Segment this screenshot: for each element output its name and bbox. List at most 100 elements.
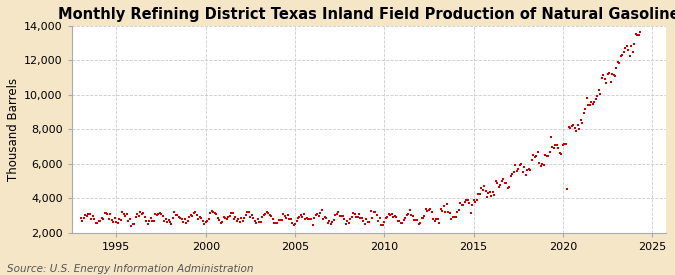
Point: [486, 193, 497, 198]
Point: [234, 220, 245, 224]
Point: [169, 210, 180, 214]
Point: [580, 106, 591, 111]
Point: [514, 163, 525, 167]
Point: [113, 221, 124, 225]
Point: [555, 151, 566, 155]
Point: [148, 219, 159, 223]
Point: [145, 215, 156, 220]
Point: [282, 213, 293, 217]
Point: [81, 214, 92, 218]
Point: [448, 214, 458, 219]
Point: [461, 198, 472, 203]
Point: [130, 215, 141, 219]
Point: [297, 214, 308, 219]
Point: [242, 210, 252, 214]
Point: [124, 217, 135, 221]
Point: [349, 212, 360, 216]
Point: [178, 220, 189, 225]
Point: [618, 50, 629, 54]
Point: [325, 222, 336, 226]
Point: [105, 212, 116, 217]
Point: [644, 21, 655, 26]
Point: [513, 167, 524, 171]
Point: [526, 158, 537, 162]
Point: [383, 212, 394, 216]
Point: [624, 54, 635, 59]
Point: [102, 211, 113, 216]
Point: [400, 216, 410, 221]
Point: [483, 191, 494, 196]
Point: [427, 210, 437, 214]
Text: Source: U.S. Energy Information Administration: Source: U.S. Energy Information Administ…: [7, 264, 253, 274]
Point: [257, 214, 268, 219]
Point: [208, 210, 219, 214]
Point: [223, 214, 234, 219]
Point: [260, 212, 271, 216]
Point: [560, 142, 571, 147]
Point: [595, 92, 605, 97]
Point: [633, 32, 644, 37]
Point: [459, 200, 470, 204]
Point: [551, 143, 562, 147]
Point: [497, 178, 508, 183]
Point: [335, 214, 346, 218]
Point: [77, 219, 88, 223]
Point: [583, 103, 593, 107]
Point: [379, 220, 389, 225]
Point: [308, 223, 319, 227]
Point: [614, 61, 625, 65]
Point: [233, 216, 244, 221]
Point: [592, 94, 603, 98]
Point: [141, 219, 152, 224]
Point: [354, 212, 364, 216]
Point: [589, 100, 599, 104]
Point: [581, 96, 592, 100]
Point: [605, 80, 616, 84]
Point: [414, 220, 425, 225]
Point: [238, 219, 248, 223]
Point: [304, 217, 315, 222]
Point: [608, 73, 619, 77]
Point: [373, 219, 384, 224]
Point: [428, 217, 439, 221]
Point: [507, 172, 518, 176]
Point: [565, 126, 576, 130]
Point: [101, 211, 111, 216]
Point: [153, 212, 163, 216]
Point: [500, 181, 510, 186]
Point: [465, 211, 476, 215]
Point: [190, 210, 200, 214]
Point: [601, 81, 612, 86]
Point: [159, 219, 169, 223]
Point: [250, 219, 261, 223]
Point: [425, 207, 436, 211]
Point: [389, 214, 400, 219]
Point: [388, 214, 399, 219]
Point: [562, 187, 573, 192]
Point: [239, 216, 250, 221]
Point: [154, 211, 165, 215]
Point: [165, 220, 176, 225]
Point: [630, 32, 641, 36]
Point: [504, 185, 515, 189]
Point: [251, 221, 262, 225]
Point: [273, 218, 284, 222]
Point: [230, 215, 241, 219]
Point: [487, 190, 498, 194]
Point: [550, 142, 561, 147]
Point: [529, 155, 540, 159]
Point: [397, 221, 408, 225]
Point: [620, 46, 631, 50]
Point: [126, 224, 137, 228]
Point: [639, 18, 650, 22]
Point: [443, 210, 454, 214]
Y-axis label: Thousand Barrels: Thousand Barrels: [7, 78, 20, 181]
Point: [603, 71, 614, 76]
Point: [597, 73, 608, 78]
Point: [333, 210, 344, 214]
Point: [123, 219, 134, 224]
Point: [279, 214, 290, 219]
Point: [638, 20, 649, 24]
Point: [470, 200, 481, 204]
Point: [194, 214, 205, 219]
